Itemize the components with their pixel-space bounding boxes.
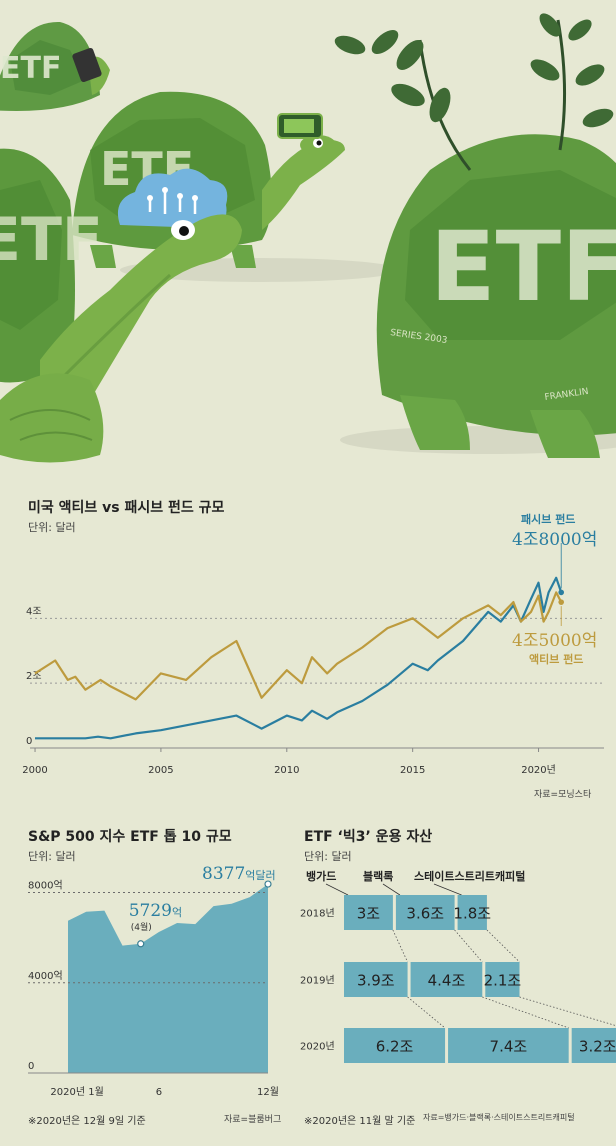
x-tick-label: 2010 <box>274 765 299 775</box>
year-label: 2019년 <box>300 975 335 987</box>
bar-value-label: 4.4조 <box>428 972 466 990</box>
annotation-point <box>137 940 145 948</box>
bar-value-label: 3조 <box>357 905 381 923</box>
bar-segment <box>395 895 455 930</box>
chart2-source: 자료=블룸버그 <box>224 1115 282 1125</box>
bar-segment <box>448 1028 569 1063</box>
active-fund-line <box>34 591 563 701</box>
bar-value-label: 2.1조 <box>484 972 522 990</box>
bar-value-label: 3.6조 <box>406 905 444 923</box>
bar-value-label: 1.8조 <box>453 905 491 923</box>
x-tick-label: 2015 <box>400 765 425 775</box>
active-end-point <box>558 599 565 605</box>
series-header-1: 블랙록 <box>363 869 393 883</box>
bar-segment <box>485 962 520 997</box>
year-label: 2020년 <box>300 1041 335 1053</box>
chart2-title: S&P 500 지수 ETF 톱 10 규모 <box>28 829 232 845</box>
bar-value-label: 3.9조 <box>357 972 395 990</box>
active-series-name: 액티브 펀드 <box>529 653 584 666</box>
series-header-0: 뱅가드 <box>306 869 336 883</box>
x-tick-label: 2020년 1월 <box>50 1086 103 1098</box>
annotation-label: 8377억달러 <box>202 864 276 884</box>
area-chart: 0 4000억 8000억 2020년 1월 6 12월 5729억(4월) 8377억달러 <box>28 864 279 1098</box>
middle-turtle-illustration: ETF <box>72 91 345 268</box>
y-tick-label: 2조 <box>26 671 42 682</box>
bar-segment <box>571 1028 616 1063</box>
passive-series-name: 패시브 펀드 <box>521 513 576 526</box>
line-chart: 0 2조 4조 2000 2005 2010 2015 2020년 <box>22 543 604 775</box>
chart3-note: ※2020년은 11월 말 기준 <box>304 1116 416 1127</box>
connector-line <box>486 929 520 963</box>
chart1-source: 자료=모닝스타 <box>534 790 592 800</box>
header-pointer-line <box>382 883 401 896</box>
cloud-icon <box>117 168 228 228</box>
x-tick-label: 2000 <box>22 765 47 775</box>
connector-line <box>407 996 446 1029</box>
header-pointer-line <box>325 883 349 896</box>
small-turtle-illustration: ETF <box>0 21 110 111</box>
y-tick-label: 4조 <box>26 606 42 617</box>
connector-line <box>392 929 408 963</box>
passive-end-point <box>558 589 565 596</box>
chart3-unit: 단위: 달러 <box>304 850 352 863</box>
annotation-point <box>264 880 272 888</box>
left-turtle-illustration: ETF <box>0 148 242 463</box>
stacked-bar-chart: 뱅가드 블랙록 스테이트스트리트캐피털 2018년 3조 3.6조 1.8조 2019년 3.… <box>300 869 616 1063</box>
y-tick-label: 0 <box>26 736 32 747</box>
bar-value-label: 6.2조 <box>376 1038 414 1056</box>
bar-value-label: 3.2조 <box>579 1038 616 1056</box>
passive-end-value: 4조8000억 <box>512 530 598 550</box>
passive-fund-line <box>35 576 563 740</box>
chart2-unit: 단위: 달러 <box>28 850 76 863</box>
x-tick-label: 6 <box>156 1087 162 1098</box>
bar-segment <box>344 1028 446 1063</box>
right-turtle-illustration: ETF SERIES 2003 FRANKLIN <box>334 13 616 458</box>
bar-segment <box>344 895 393 930</box>
annotation-sub: (4월) <box>131 921 152 933</box>
chart2-note: ※2020년은 12월 9일 기준 <box>28 1116 146 1127</box>
right-shell-label: ETF <box>430 211 616 323</box>
x-tick-label: 12월 <box>257 1086 279 1098</box>
left-shell-label: ETF <box>0 205 103 275</box>
connector-line <box>482 996 569 1029</box>
header-pointer-line <box>433 883 462 896</box>
bar-value-label: 7.4조 <box>490 1038 528 1056</box>
chart1-title: 미국 액티브 vs 패시브 펀드 규모 <box>28 500 225 516</box>
bar-segment <box>457 895 487 930</box>
chart1-unit: 단위: 달러 <box>28 521 76 534</box>
small-shell-label: ETF <box>0 51 61 86</box>
x-tick-label: 2005 <box>148 765 173 775</box>
series-header-2: 스테이트스트리트캐피털 <box>414 869 525 883</box>
chart3-source: 자료=뱅가드·블랙록·스테이트스트리트캐피털 <box>423 1113 575 1122</box>
turtles-illustration: ETF ETF ETF ETF SERIES 2 <box>0 0 616 488</box>
annotation-label: 5729억 <box>129 901 182 921</box>
x-tick-label: 2020년 <box>521 764 556 775</box>
y-tick-label: 4000억 <box>28 970 63 982</box>
y-tick-label: 0 <box>28 1061 34 1072</box>
chart3-title: ETF ‘빅3’ 운용 자산 <box>304 829 433 845</box>
year-label: 2018년 <box>300 908 335 920</box>
bar-segment <box>410 962 483 997</box>
y-tick-label: 8000억 <box>28 880 63 892</box>
connector-line <box>454 929 483 963</box>
active-end-value: 4조5000억 <box>512 631 598 651</box>
bar-segment <box>344 962 408 997</box>
etf-size-area <box>68 884 268 1073</box>
connector-line <box>519 996 616 1027</box>
